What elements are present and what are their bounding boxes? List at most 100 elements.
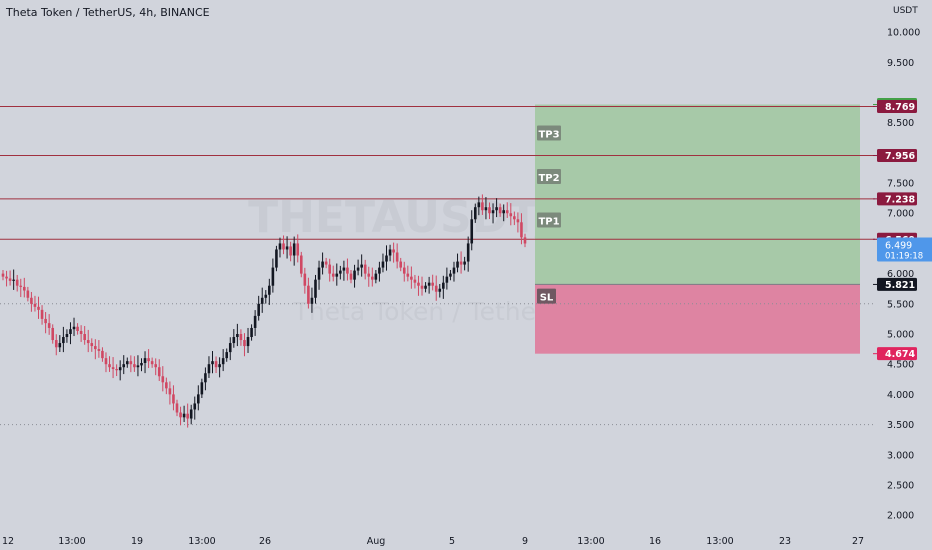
candle-body	[299, 255, 303, 274]
candle-body	[264, 294, 268, 298]
candle-body	[481, 202, 484, 211]
candle-body	[239, 334, 243, 341]
candle-body	[214, 361, 218, 368]
candle-body	[260, 297, 264, 304]
symbol-header[interactable]: Theta Token / TetherUS, 4h, BINANCE	[6, 6, 210, 19]
candle-body	[108, 364, 111, 368]
candle-body	[204, 373, 207, 383]
candle-body	[161, 376, 165, 383]
candle-body	[51, 327, 55, 341]
candle-body	[303, 273, 307, 286]
candle-body	[72, 326, 76, 330]
candle-body	[452, 267, 456, 274]
candle-body	[466, 243, 470, 262]
x-tick-label: 13:00	[58, 536, 85, 547]
candle-body	[90, 343, 94, 347]
level-price-tag-0: 8.769	[885, 102, 915, 113]
y-tick-label: 3.500	[887, 420, 914, 431]
candle-body	[15, 279, 19, 286]
y-tick-label: 5.000	[887, 330, 914, 341]
candle-body	[509, 213, 513, 217]
candle-body	[367, 273, 371, 277]
candle-body	[484, 207, 488, 211]
candle-body	[189, 409, 193, 419]
candle-body	[175, 403, 179, 413]
candle-body	[413, 279, 417, 283]
candle-body	[324, 261, 328, 265]
current-price-countdown: 01:19:18	[885, 251, 923, 261]
candle-body	[221, 358, 225, 365]
candle-body	[193, 403, 197, 410]
zone-label-tp1: TP1	[538, 216, 559, 227]
candle-body	[385, 255, 388, 262]
x-tick-label: 23	[779, 536, 791, 547]
watermark-name: Theta Token / TetherUS	[293, 297, 581, 326]
y-tick-label: 9.500	[887, 58, 914, 69]
candle-body	[356, 267, 360, 271]
candle-body	[179, 412, 182, 418]
level-price-tag-2: 7.238	[885, 194, 915, 205]
candle-body	[424, 285, 427, 289]
candle-body	[243, 340, 246, 347]
currency-label: USDT	[893, 6, 918, 16]
candle-body	[147, 358, 150, 362]
candle-body	[395, 252, 399, 262]
candle-body	[125, 361, 129, 365]
candle-body	[285, 246, 289, 250]
candle-body	[157, 367, 161, 377]
candle-body	[513, 216, 516, 220]
candle-body	[271, 267, 275, 286]
y-tick-label: 4.000	[887, 390, 914, 401]
entry-price-tag-bg	[877, 277, 917, 291]
candle-body	[346, 267, 349, 274]
candle-body	[40, 309, 44, 319]
x-tick-label: 12	[2, 536, 14, 547]
candle-body	[442, 282, 445, 289]
candle-body	[236, 334, 239, 338]
candle-body	[342, 267, 346, 271]
candle-body	[30, 297, 33, 304]
candle-body	[392, 249, 395, 253]
candle-body	[136, 365, 140, 368]
candle-body	[477, 202, 481, 208]
candle-body	[165, 382, 168, 389]
candle-body	[434, 285, 438, 292]
candle-body	[33, 303, 37, 307]
candle-body	[275, 249, 278, 268]
candle-body	[12, 279, 15, 281]
candle-body	[378, 267, 381, 274]
y-tick-label: 6.000	[887, 269, 914, 280]
candle-body	[101, 350, 104, 359]
zone-label-tp3: TP3	[538, 130, 559, 141]
candle-body	[445, 276, 449, 283]
candle-body	[86, 340, 90, 344]
candle-body	[360, 264, 363, 268]
candle-body	[463, 261, 466, 265]
candle-body	[23, 286, 26, 291]
candle-body	[321, 261, 324, 268]
candle-body	[133, 364, 136, 368]
candle-body	[5, 276, 8, 279]
level-price-tag-1: 7.956	[885, 151, 915, 162]
candle-body	[328, 264, 331, 274]
candle-body	[456, 261, 459, 268]
stop-price-tag-bg	[877, 347, 917, 361]
y-tick-label: 10.000	[887, 28, 920, 39]
candle-body	[19, 285, 23, 287]
candle-body	[470, 219, 474, 244]
level-price-tag-1-bg	[877, 149, 917, 163]
candle-body	[371, 276, 374, 280]
candle-body	[225, 352, 229, 359]
current-price-tag: 6.499	[885, 240, 912, 251]
candle-body	[65, 334, 69, 338]
candle-body	[129, 361, 133, 365]
candle-body	[498, 207, 502, 214]
candle-body	[122, 364, 126, 368]
x-tick-label: 13:00	[577, 536, 604, 547]
candle-body	[314, 279, 317, 298]
candle-body	[307, 285, 310, 304]
candle-body	[200, 382, 204, 395]
candle-body	[104, 358, 108, 365]
candle-body	[349, 273, 353, 280]
